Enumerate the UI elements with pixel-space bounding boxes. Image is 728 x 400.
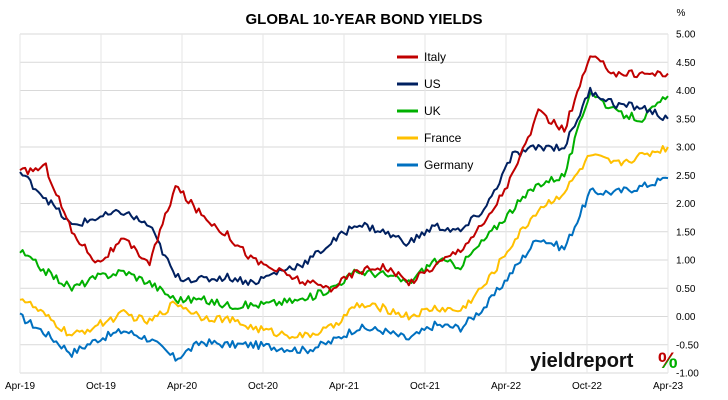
y-axis-ticks: 5.00 4.50 4.00 3.50 3.00 2.50 2.00 1.50 1.00 0.50… [676, 30, 699, 380]
legend-label-germany: Germany [424, 158, 473, 172]
y-tick-label: 3.00 [676, 143, 696, 154]
y-tick-label: 1.00 [676, 256, 696, 267]
legend-label-italy: Italy [424, 50, 446, 64]
series-lines [19, 55, 669, 362]
y-tick-label: 3.50 [676, 114, 696, 125]
y-tick-label: 5.00 [676, 30, 696, 41]
x-axis-ticks: Apr-19 Oct-19 Apr-20 Oct-20 Apr-21 Oct-21 Apr-… [5, 381, 683, 392]
x-tick-label: Oct-20 [248, 381, 278, 392]
series-line-france [19, 145, 669, 340]
logo-percent-icon: % [658, 348, 678, 373]
legend-label-france: France [424, 131, 462, 145]
logo-text: yieldreport [530, 350, 634, 372]
legend-label-us: US [424, 77, 441, 91]
x-tick-label: Oct-19 [86, 381, 116, 392]
y-tick-label: 1.50 [676, 227, 696, 238]
y-tick-label: 4.50 [676, 58, 696, 69]
x-tick-label: Oct-22 [572, 381, 602, 392]
y-axis-unit: % [677, 8, 686, 19]
y-tick-label: 0.50 [676, 284, 696, 295]
x-tick-label: Apr-22 [491, 381, 521, 392]
legend-label-uk: UK [424, 104, 441, 118]
x-tick-label: Apr-19 [5, 381, 35, 392]
y-tick-label: 2.00 [676, 199, 696, 210]
y-tick-label: 2.50 [676, 171, 696, 182]
legend: Italy US UK France Germany [397, 50, 473, 172]
x-tick-label: Apr-20 [167, 381, 197, 392]
yieldreport-logo: yieldreport % [530, 348, 678, 373]
y-tick-label: -1.00 [676, 369, 699, 380]
chart-title: GLOBAL 10-YEAR BOND YIELDS [246, 11, 483, 28]
series-line-us [19, 86, 669, 286]
series-line-germany [19, 176, 669, 362]
series-line-uk [19, 92, 669, 310]
x-tick-label: Oct-21 [410, 381, 440, 392]
x-tick-label: Apr-23 [653, 381, 683, 392]
y-tick-label: 4.00 [676, 86, 696, 97]
gridlines [19, 33, 669, 374]
y-tick-label: 0.00 [676, 312, 696, 323]
y-tick-label: -0.50 [676, 340, 699, 351]
x-tick-label: Apr-21 [329, 381, 359, 392]
series-line-italy [19, 55, 669, 293]
